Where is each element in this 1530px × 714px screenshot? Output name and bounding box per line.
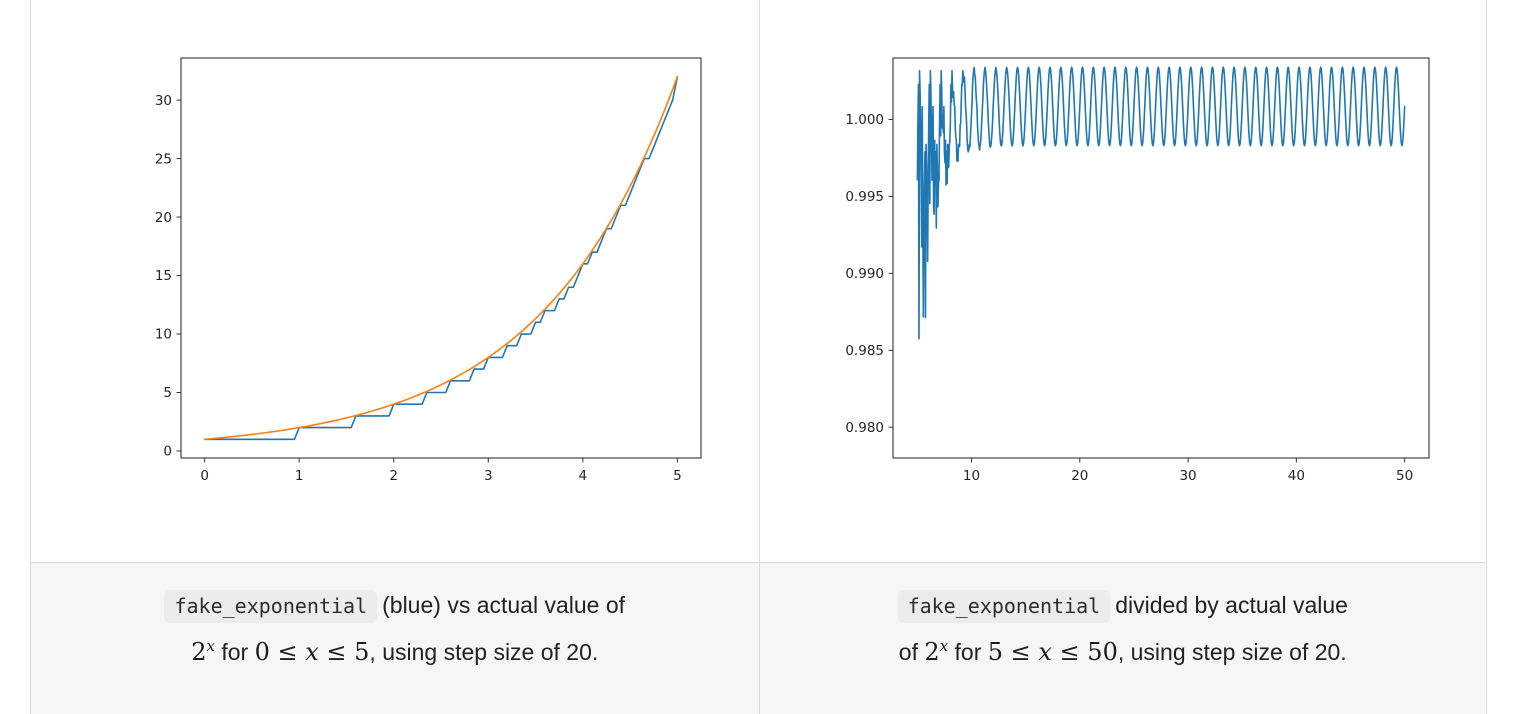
right-chart-figure: 10 20 30 40 50 0.980 0.985 0.990 0.995 1.000: [845, 57, 1430, 484]
y-tick-label: 25: [155, 151, 172, 167]
x-tick-label: 5: [673, 468, 682, 484]
x-tick-label: 4: [578, 468, 587, 484]
x-tick-label: 0: [200, 468, 209, 484]
x-tick-label: 3: [484, 468, 493, 484]
y-tick-label: 30: [155, 93, 172, 109]
axes-box: [892, 57, 1430, 459]
inline-code-chip: fake_exponential: [897, 590, 1111, 623]
captions-row: fake_exponential (blue) vs actual value o…: [31, 562, 1486, 714]
actual-2-x-line: [203, 75, 678, 441]
y-tick-label: 10: [155, 327, 172, 343]
left-chart-figure: 0 1 2 3 4 5 0 5 10 15 20 25 30: [155, 57, 702, 484]
caption-text: , using step size of 20.: [369, 638, 599, 665]
math-inequality: 5 ≤ x ≤ 50: [987, 637, 1118, 666]
figure-table: 0 1 2 3 4 5 0 5 10 15 20 25 30 10 20 30 40 50 0.980 0.985 0…: [30, 0, 1487, 714]
y-tick-label: 0.985: [845, 343, 884, 359]
inline-code-chip: fake_exponential: [164, 590, 378, 623]
caption-text: of: [898, 638, 925, 665]
y-tick-label: 0.980: [845, 420, 884, 436]
x-tick-label: 40: [1288, 468, 1305, 484]
left-caption: fake_exponential (blue) vs actual value o…: [31, 562, 759, 714]
fake-exponential-line: [203, 75, 678, 441]
y-tick-label: 0.995: [845, 189, 884, 205]
axes-box: [180, 57, 702, 459]
caption-text: , using step size of 20.: [1117, 638, 1347, 665]
y-tick-label: 15: [155, 268, 172, 284]
right-plot-cell: 10 20 30 40 50 0.980 0.985 0.990 0.995 1.000: [758, 0, 1486, 562]
x-tick-label: 10: [963, 468, 980, 484]
caption-text: for: [948, 638, 988, 665]
right-caption: fake_exponential divided by actual value …: [758, 562, 1486, 714]
x-tick-label: 30: [1179, 468, 1196, 484]
x-tick-label: 50: [1396, 468, 1413, 484]
left-plot-cell: 0 1 2 3 4 5 0 5 10 15 20 25 30: [31, 0, 759, 562]
math-expression: 2x: [191, 636, 215, 666]
caption-text: divided by actual value: [1115, 592, 1348, 618]
y-tick-label: 0: [163, 444, 172, 460]
caption-text: for: [214, 638, 255, 665]
fake-exponential-over-actual-line: [916, 66, 1406, 340]
y-tick-label: 5: [163, 385, 172, 401]
x-tick-label: 20: [1071, 468, 1088, 484]
x-tick-label: 1: [295, 468, 304, 484]
x-tick-label: 2: [389, 468, 398, 484]
caption-text: (blue) vs actual value of: [382, 592, 626, 618]
math-expression: 2x: [924, 636, 949, 666]
math-inequality: 0 ≤ x ≤ 5: [254, 637, 370, 666]
y-tick-label: 1.000: [845, 112, 884, 128]
y-tick-label: 20: [155, 210, 172, 226]
plots-row: 0 1 2 3 4 5 0 5 10 15 20 25 30 10 20 30 40 50 0.980 0.985 0…: [31, 0, 1486, 562]
y-tick-label: 0.990: [845, 266, 884, 282]
